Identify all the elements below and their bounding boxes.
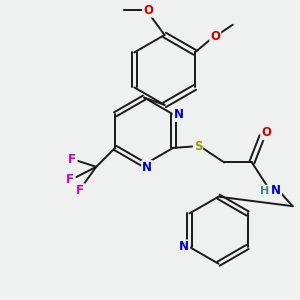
Text: S: S (194, 140, 202, 153)
Text: N: N (173, 108, 183, 121)
Text: H: H (260, 186, 269, 196)
Text: O: O (210, 30, 220, 43)
Text: F: F (68, 153, 76, 166)
Text: O: O (143, 4, 153, 17)
Text: O: O (261, 126, 272, 139)
Text: N: N (179, 241, 189, 254)
Text: N: N (142, 161, 152, 174)
Text: N: N (271, 184, 281, 197)
Text: F: F (66, 173, 74, 186)
Text: F: F (76, 184, 84, 197)
